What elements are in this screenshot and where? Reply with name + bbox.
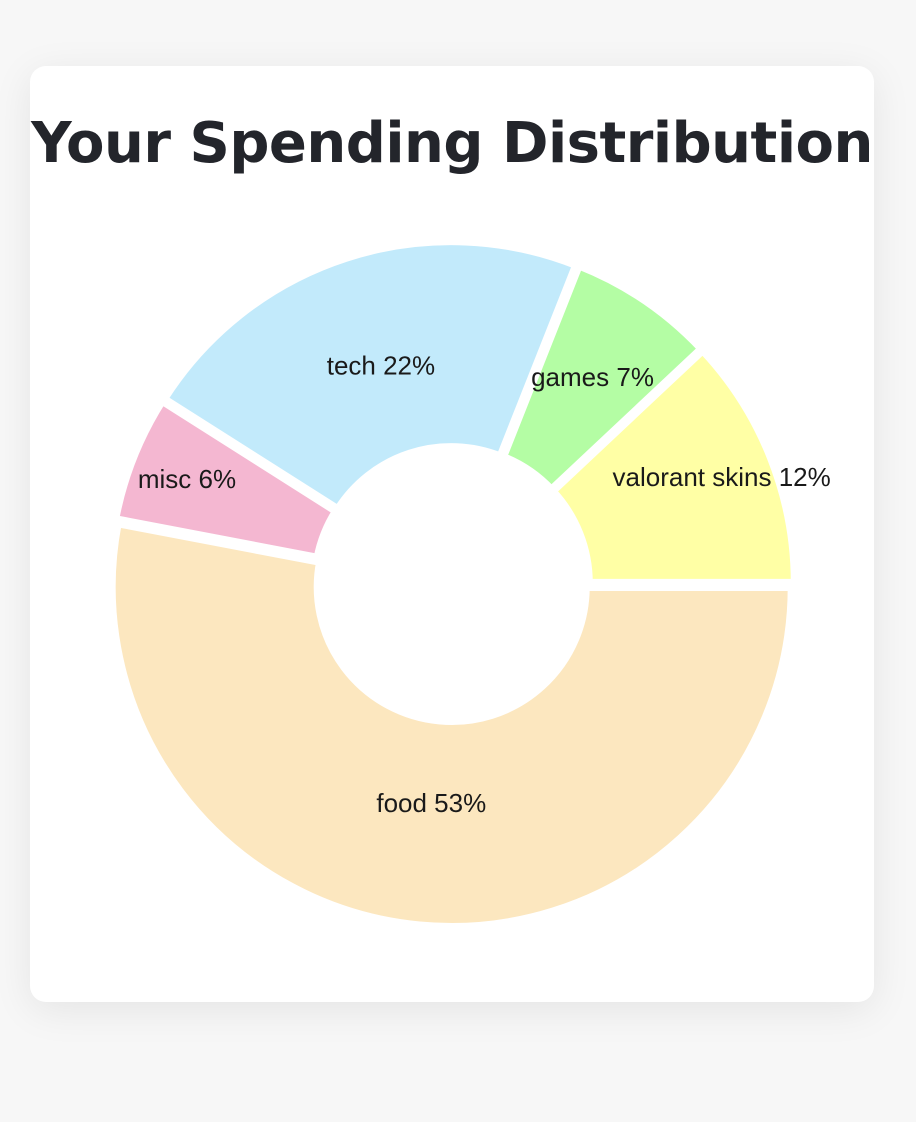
- donut-labels: valorant skins 12% games 7% tech 22% misc 6…: [138, 350, 831, 818]
- slice-label-tech: tech 22%: [327, 350, 435, 380]
- slice-label-misc: misc 6%: [138, 464, 236, 494]
- slice-tech[interactable]: [158, 237, 582, 515]
- slice-food[interactable]: [107, 518, 796, 931]
- chart-title: Your Spending Distribution: [31, 111, 873, 176]
- slice-label-food: food 53%: [376, 788, 486, 818]
- slice-valorant-skins[interactable]: [546, 344, 799, 587]
- slice-label-valorant-skins: valorant skins 12%: [613, 462, 831, 492]
- slice-label-games: games 7%: [531, 362, 654, 392]
- donut-slices: [107, 237, 799, 931]
